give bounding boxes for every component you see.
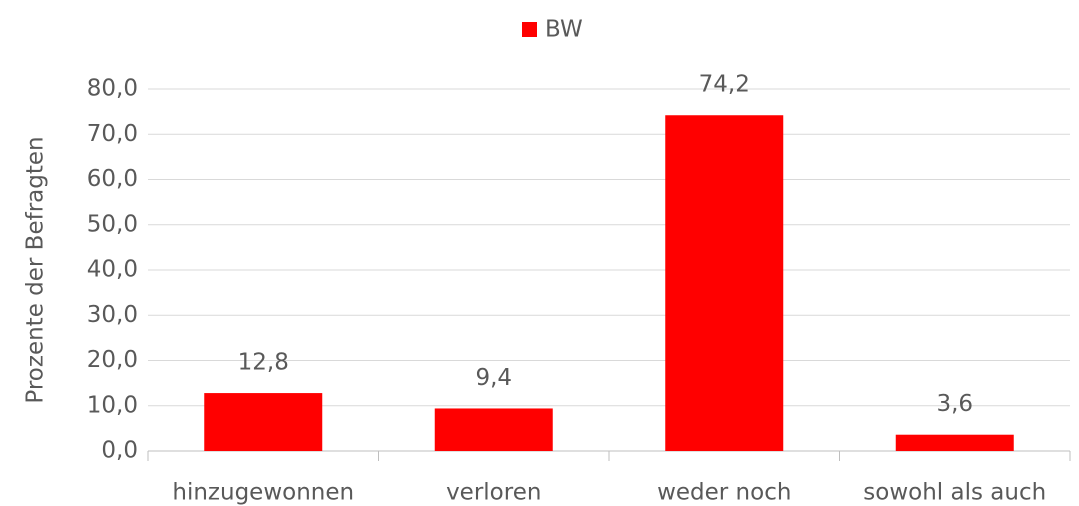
x-tick-label: verloren xyxy=(446,480,541,506)
bar xyxy=(665,115,784,452)
y-tick-label: 0,0 xyxy=(101,438,138,464)
data-label: 12,8 xyxy=(238,350,289,376)
legend-swatch xyxy=(522,22,537,37)
y-tick-label: 20,0 xyxy=(87,347,138,373)
legend-label: BW xyxy=(545,17,583,43)
y-tick-label: 10,0 xyxy=(87,392,138,418)
bar xyxy=(895,434,1014,451)
data-label: 9,4 xyxy=(475,365,512,391)
y-tick-label: 50,0 xyxy=(87,211,138,237)
y-tick-label: 80,0 xyxy=(87,76,138,102)
bar xyxy=(434,408,553,451)
y-tick-label: 60,0 xyxy=(87,166,138,192)
x-tick-label: weder noch xyxy=(657,480,791,506)
x-tick-label: sowohl als auch xyxy=(863,480,1046,506)
data-label: 3,6 xyxy=(936,391,973,417)
y-tick-label: 70,0 xyxy=(87,121,138,147)
x-tick-label: hinzugewonnen xyxy=(172,480,354,506)
bar xyxy=(204,393,323,451)
y-tick-label: 40,0 xyxy=(87,257,138,283)
data-label: 74,2 xyxy=(699,72,750,98)
y-axis-title: Prozente der Befragten xyxy=(23,136,49,403)
y-tick-label: 30,0 xyxy=(87,302,138,328)
